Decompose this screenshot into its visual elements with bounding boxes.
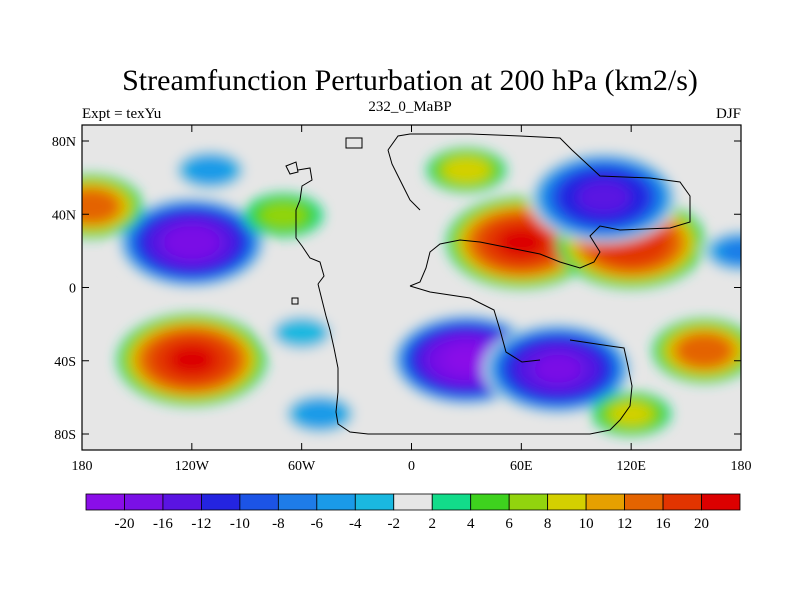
colorbar-swatch (124, 493, 164, 511)
colorbar-swatch (701, 493, 741, 511)
colorbar-swatch (239, 493, 279, 511)
colorbar-label: -20 (114, 516, 134, 532)
field-contour (577, 180, 631, 214)
y-tick-label: 80N (52, 135, 76, 150)
x-tick-label: 60W (288, 459, 316, 474)
colorbar-label: 4 (467, 516, 475, 532)
colorbar-swatch (393, 493, 433, 511)
field-contour (611, 402, 652, 425)
y-tick-label: 40S (54, 355, 76, 370)
colorbar-label: 2 (428, 516, 436, 532)
coastline-south-america (317, 283, 633, 435)
right-string: DJF (716, 106, 741, 122)
contour-field (82, 148, 741, 436)
colorbar-label: -10 (230, 516, 250, 532)
colorbar-label: -12 (191, 516, 211, 532)
field-contour (163, 224, 221, 260)
coastline-caribbean (285, 161, 299, 175)
colorbar-label: 16 (656, 516, 672, 532)
x-tick-label: 60E (510, 459, 533, 474)
field-contour (497, 227, 546, 257)
colorbar-swatch (354, 493, 395, 511)
field-contour (296, 401, 344, 427)
colorbar-swatch (277, 493, 318, 511)
chart-title: Streamfunction Perturbation at 200 hPa (… (122, 64, 698, 97)
coastline-europe (387, 149, 421, 211)
field-contour (273, 317, 330, 349)
coastline-island (291, 297, 299, 305)
colorbar-swatch (162, 493, 202, 511)
colorbar-swatch (547, 493, 587, 511)
field-contour (260, 202, 307, 228)
colorbar-label: 6 (505, 516, 513, 532)
x-tick-label: 180 (731, 459, 752, 474)
colorbar-label: -6 (311, 516, 324, 532)
colorbar-swatch (624, 493, 664, 511)
x-tick-label: 180 (72, 459, 93, 474)
y-tick-label: 40N (52, 208, 76, 223)
x-axis: 180 120W 60W 0 60E 120E 180 (72, 125, 752, 474)
field-contour (721, 240, 741, 263)
x-tick-label: 120E (616, 459, 646, 474)
colorbar-label: -16 (153, 516, 173, 532)
field-contour (82, 189, 119, 224)
colorbar-swatch (85, 493, 125, 511)
y-tick-label: 80S (54, 428, 76, 443)
colorbar-label: 12 (617, 516, 632, 532)
left-string: Expt = texYu (82, 106, 162, 122)
colorbar-label: -8 (272, 516, 285, 532)
coastlines (285, 133, 691, 435)
field-contour (168, 345, 216, 375)
colorbar: -20 -16 -12 -10 -8 -6 -4 -2 2 4 6 8 10 12 16 20 (85, 493, 741, 532)
colorbar-label: -2 (388, 516, 401, 532)
colorbar-label: 20 (694, 516, 709, 532)
field-contour (534, 354, 582, 384)
colorbar-label: 10 (579, 516, 594, 532)
colorbar-swatch (508, 493, 549, 511)
field-contour (443, 157, 490, 183)
field-contour (676, 333, 733, 368)
y-tick-label: 0 (69, 282, 76, 297)
colorbar-swatch (585, 493, 625, 511)
y-axis: 80N 40N 0 40S 80S (52, 135, 741, 443)
colorbar-swatch (470, 493, 510, 511)
coastline-africa (409, 285, 541, 363)
coastline-greenland (345, 137, 363, 149)
colorbar-swatch (662, 493, 702, 511)
coastline-eurasia (387, 133, 691, 287)
x-tick-label: 120W (175, 459, 210, 474)
x-tick-label: 0 (408, 459, 415, 474)
colorbar-swatch (431, 493, 472, 511)
field-contour (444, 346, 489, 374)
colorbar-swatch (316, 493, 356, 511)
coastline-north-america (295, 167, 325, 285)
plot-area (82, 125, 741, 450)
center-string: 232_0_MaBP (368, 99, 451, 115)
colorbar-label: -4 (349, 516, 362, 532)
colorbar-swatch (201, 493, 241, 511)
colorbar-label: 8 (544, 516, 552, 532)
field-contour (187, 157, 234, 183)
